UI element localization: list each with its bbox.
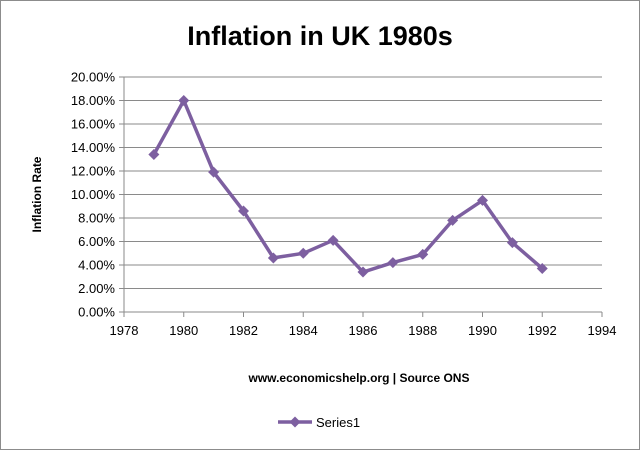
x-axis-title: www.economicshelp.org | Source ONS [248, 371, 470, 385]
data-point-marker [267, 252, 279, 264]
x-tick-label: 1982 [229, 323, 258, 338]
series-layer [148, 95, 548, 278]
x-tick-label: 1992 [528, 323, 557, 338]
data-point-marker [477, 194, 488, 206]
x-tick-label: 1984 [289, 323, 318, 338]
data-point-marker [357, 266, 369, 278]
chart-title: Inflation in UK 1980s [187, 21, 453, 51]
series-line [152, 98, 544, 274]
data-point-marker [536, 263, 548, 275]
x-tick-label: 1994 [588, 323, 617, 338]
data-point-marker [417, 248, 429, 260]
y-tick-label: 4.00% [78, 258, 115, 273]
data-point-marker [238, 205, 249, 217]
legend: Series1 [278, 415, 360, 430]
data-point-marker [327, 234, 339, 246]
legend-label: Series1 [316, 415, 360, 430]
y-axis-title: Inflation Rate [30, 156, 44, 232]
y-tick-label: 12.00% [71, 164, 116, 179]
x-tick-label: 1990 [468, 323, 497, 338]
data-point-marker [297, 247, 309, 259]
data-point-marker [208, 166, 220, 178]
y-tick-label: 10.00% [71, 187, 116, 202]
y-tick-label: 14.00% [71, 140, 116, 155]
y-tick-label: 0.00% [78, 305, 115, 320]
data-point-marker [387, 257, 399, 269]
y-tick-label: 20.00% [71, 70, 116, 85]
data-point-marker [447, 214, 459, 226]
data-point-marker [178, 95, 190, 106]
data-point-marker [506, 237, 518, 249]
y-tick-label: 16.00% [71, 117, 116, 132]
legend-marker-swatch [289, 416, 301, 428]
x-tick-label: 1986 [349, 323, 378, 338]
x-tick-label: 1978 [110, 323, 139, 338]
y-tick-label: 18.00% [71, 93, 116, 108]
grid-layer [119, 76, 603, 317]
x-tick-label: 1988 [408, 323, 437, 338]
data-point-marker [148, 149, 160, 161]
y-tick-label: 8.00% [78, 211, 115, 226]
y-tick-label: 6.00% [78, 234, 115, 249]
y-tick-label: 2.00% [78, 281, 115, 296]
y-tick-labels: 0.00% 2.00% 4.00% 6.00% 8.00% 10.00% 12.00% 14.… [71, 70, 116, 320]
x-tick-label: 1980 [169, 323, 198, 338]
x-tick-labels: 1978 1980 1982 1984 1986 1988 1990 1992 1994 [110, 323, 617, 338]
